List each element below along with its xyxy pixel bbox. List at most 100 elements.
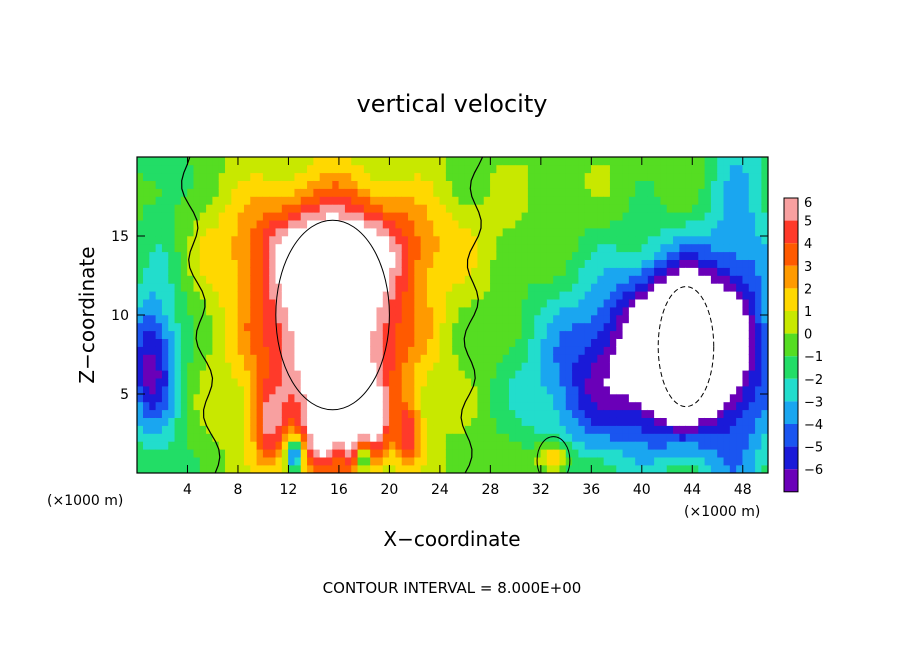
field-cell xyxy=(748,204,756,213)
field-cell xyxy=(294,188,302,197)
field-cell xyxy=(401,362,409,371)
field-cell xyxy=(603,370,611,379)
field-cell xyxy=(225,298,232,308)
field-cell xyxy=(748,283,756,292)
field-cell xyxy=(338,157,346,166)
field-cell xyxy=(584,346,592,355)
field-cell xyxy=(540,409,548,418)
field-cell xyxy=(464,172,472,181)
field-cell xyxy=(452,330,460,339)
field-cell xyxy=(761,385,768,395)
field-cell xyxy=(464,212,472,221)
field-cell xyxy=(395,275,403,284)
field-cell xyxy=(275,306,283,316)
field-cell xyxy=(250,204,258,213)
field-cell xyxy=(723,346,731,355)
field-cell xyxy=(471,306,479,316)
field-cell xyxy=(685,456,693,466)
field-cell xyxy=(660,409,668,418)
field-cell xyxy=(458,283,466,292)
field-cell xyxy=(294,251,302,260)
field-cell xyxy=(256,172,264,181)
field-cell xyxy=(603,235,611,245)
field-cell xyxy=(237,449,245,458)
field-cell xyxy=(578,188,586,197)
field-cell xyxy=(591,164,598,174)
field-cell xyxy=(584,251,592,260)
field-cell xyxy=(597,370,605,379)
field-cell xyxy=(218,219,226,229)
field-cell xyxy=(281,464,289,473)
plot-area xyxy=(137,157,768,473)
field-cell xyxy=(704,409,712,418)
x-tick-label: 4 xyxy=(183,482,192,498)
field-cell xyxy=(464,330,472,339)
field-cell xyxy=(710,212,718,221)
field-cell xyxy=(458,180,466,189)
field-cell xyxy=(376,362,384,371)
field-cell xyxy=(540,370,548,379)
field-cell xyxy=(673,425,680,434)
field-cell xyxy=(647,196,655,205)
field-cell xyxy=(149,157,157,166)
field-cell xyxy=(275,275,283,284)
field-cell xyxy=(761,275,768,284)
field-cell xyxy=(483,409,491,418)
field-cell xyxy=(168,441,176,450)
field-cell xyxy=(679,377,687,387)
field-cell xyxy=(389,188,397,197)
field-cell xyxy=(445,464,453,473)
field-cell xyxy=(363,441,371,450)
field-cell xyxy=(691,204,699,213)
field-cell xyxy=(464,180,472,189)
field-cell xyxy=(408,401,415,411)
field-cell xyxy=(281,306,289,316)
field-cell xyxy=(294,172,302,181)
field-cell xyxy=(673,417,680,426)
field-cell xyxy=(212,157,220,166)
field-cell xyxy=(452,251,460,260)
field-cell xyxy=(729,314,737,324)
field-cell xyxy=(502,338,510,347)
field-cell xyxy=(382,370,390,379)
field-cell xyxy=(691,212,699,221)
field-cell xyxy=(755,314,762,324)
field-cell xyxy=(748,259,756,268)
field-cell xyxy=(439,370,447,379)
field-cell xyxy=(275,409,283,418)
field-cell xyxy=(344,417,352,426)
field-cell xyxy=(717,283,725,292)
field-cell xyxy=(647,259,655,268)
field-cell xyxy=(502,204,510,213)
field-cell xyxy=(376,180,384,189)
field-cell xyxy=(647,283,655,292)
field-cell xyxy=(363,362,371,371)
field-cell xyxy=(673,157,680,166)
field-cell xyxy=(540,259,548,268)
field-cell xyxy=(591,212,598,221)
field-cell xyxy=(332,425,340,434)
field-cell xyxy=(199,188,207,197)
field-cell xyxy=(660,259,668,268)
field-cell xyxy=(414,157,422,166)
field-cell xyxy=(698,164,706,174)
field-cell xyxy=(496,235,504,245)
field-cell xyxy=(736,401,744,411)
field-cell xyxy=(401,370,409,379)
field-cell xyxy=(628,314,636,324)
field-cell xyxy=(212,306,220,316)
field-cell xyxy=(307,275,314,284)
field-cell xyxy=(698,441,706,450)
field-cell xyxy=(508,370,516,379)
field-cell xyxy=(578,433,586,442)
field-cell xyxy=(389,393,397,403)
field-cell xyxy=(256,212,264,221)
field-cell xyxy=(546,449,554,458)
field-cell xyxy=(445,393,453,403)
field-cell xyxy=(729,283,737,292)
field-cell xyxy=(168,377,176,387)
field-cell xyxy=(578,346,586,355)
field-cell xyxy=(458,235,466,245)
field-cell xyxy=(433,164,441,174)
field-cell xyxy=(426,449,434,458)
